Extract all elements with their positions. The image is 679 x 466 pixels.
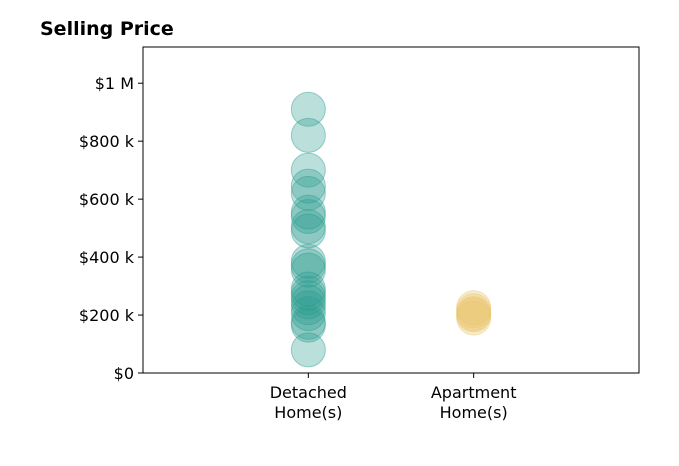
y-tick-label: $600 k <box>79 190 135 209</box>
data-point <box>290 284 326 320</box>
data-point <box>456 290 492 326</box>
data-point <box>290 290 326 326</box>
data-point <box>290 243 326 279</box>
data-point <box>290 275 326 311</box>
data-point <box>290 296 326 332</box>
y-tick-label: $1 M <box>95 74 134 93</box>
data-point <box>456 297 492 333</box>
data-point <box>290 199 326 235</box>
data-point <box>456 300 492 336</box>
data-point <box>290 152 326 188</box>
data-point <box>290 194 326 230</box>
data-point <box>290 168 326 204</box>
points-layer <box>290 91 492 368</box>
chart-title: Selling Price <box>40 18 174 40</box>
data-point <box>290 332 326 368</box>
data-point <box>290 248 326 284</box>
data-point <box>290 91 326 127</box>
x-axis: Detached Home(s) Apartment Home(s) <box>270 373 517 422</box>
x-tick-label: Detached Home(s) <box>270 383 347 422</box>
y-tick-label: $800 k <box>79 132 135 151</box>
data-point <box>290 271 326 307</box>
data-point <box>290 307 326 343</box>
data-point <box>290 280 326 316</box>
y-tick-label: $400 k <box>79 248 135 267</box>
data-point <box>456 293 492 329</box>
data-point <box>456 296 492 332</box>
plot-frame <box>142 46 640 374</box>
y-tick-label: $200 k <box>79 306 135 325</box>
data-point <box>290 175 326 211</box>
y-axis: $0 $200 k $400 k $600 k $800 k $1 M <box>79 74 143 383</box>
data-point <box>290 252 326 288</box>
x-tick-label: Apartment Home(s) <box>431 383 517 422</box>
data-point <box>290 117 326 153</box>
data-point <box>290 304 326 340</box>
y-tick-label: $0 <box>114 364 134 383</box>
data-point <box>290 213 326 249</box>
data-point <box>290 209 326 245</box>
